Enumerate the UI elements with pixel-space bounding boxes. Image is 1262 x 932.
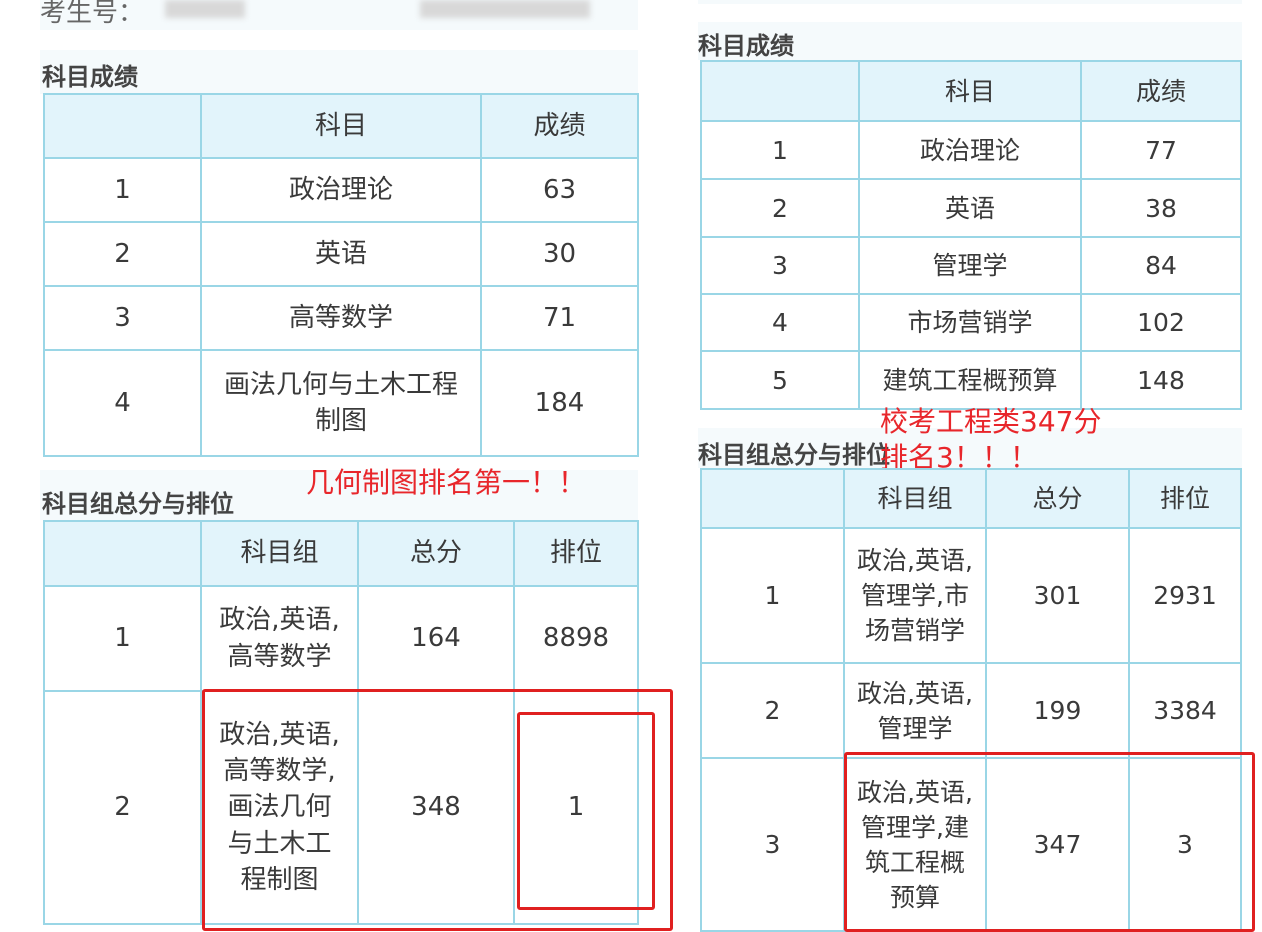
cell: 3 bbox=[43, 285, 202, 351]
cell: 84 bbox=[1080, 236, 1242, 295]
cell: 市场营销学 bbox=[858, 293, 1082, 352]
left-scores-title: 科目成绩 bbox=[42, 63, 138, 91]
table-row: 1 政治,英语,管理学,市场营销学 301 2931 bbox=[700, 527, 1242, 664]
cell: 3 bbox=[700, 236, 860, 295]
table-header-row: 科目组 总分 排位 bbox=[700, 468, 1242, 529]
header-score: 成绩 bbox=[480, 93, 639, 159]
table-row: 1 政治理论 77 bbox=[700, 120, 1242, 180]
cell: 4 bbox=[700, 293, 860, 352]
cell: 建筑工程概预算 bbox=[858, 350, 1082, 410]
cell: 5 bbox=[700, 350, 860, 410]
cell: 英语 bbox=[858, 178, 1082, 238]
cell: 高等数学 bbox=[200, 285, 482, 351]
cell: 1 bbox=[700, 120, 860, 180]
table-row: 2 政治,英语,管理学 199 3384 bbox=[700, 662, 1242, 759]
cell: 1 bbox=[43, 157, 202, 223]
highlight-box-rank bbox=[517, 712, 655, 910]
right-group-title-bar bbox=[698, 428, 1242, 468]
redacted-name bbox=[420, 0, 590, 18]
table-row: 3 管理学 84 bbox=[700, 236, 1242, 295]
cell: 政治,英语,高等数学 bbox=[200, 585, 359, 692]
cell: 164 bbox=[357, 585, 515, 692]
left-group-table: 科目组 总分 排位 1 政治,英语,高等数学 164 8898 2 政治,英语,高等数学… bbox=[43, 520, 639, 925]
table-row: 3 政治,英语,管理学,建筑工程概预算 347 3 bbox=[700, 757, 1242, 932]
cell: 348 bbox=[357, 690, 515, 925]
cell: 1 bbox=[513, 690, 639, 925]
redacted-candidate-number bbox=[165, 0, 245, 18]
left-group-title-bar bbox=[40, 470, 638, 520]
cell: 政治理论 bbox=[858, 120, 1082, 180]
right-scores-title-bar bbox=[698, 22, 1242, 60]
left-annotation: 几何制图排名第一！！ bbox=[306, 466, 587, 499]
table-row: 1 政治,英语,高等数学 164 8898 bbox=[43, 585, 639, 692]
header-group: 科目组 bbox=[200, 520, 359, 587]
cell: 184 bbox=[480, 349, 639, 457]
cell: 1 bbox=[700, 527, 845, 664]
right-top-bar bbox=[698, 0, 1242, 4]
right-group-title: 科目组总分与排位 bbox=[698, 441, 890, 469]
left-group-title: 科目组总分与排位 bbox=[42, 490, 234, 518]
cell: 政治,英语,高等数学,画法几何与土木工程制图 bbox=[200, 690, 359, 925]
right-scores-table: 科目 成绩 1 政治理论 77 2 英语 38 3 管理学 84 4 市场营销学 102 5 建筑… bbox=[700, 60, 1242, 410]
table-row: 4 画法几何与土木工程制图 184 bbox=[43, 349, 639, 457]
table-header-row: 科目 成绩 bbox=[43, 93, 639, 159]
right-scores-title: 科目成绩 bbox=[698, 32, 794, 60]
cell: 38 bbox=[1080, 178, 1242, 238]
header-score: 成绩 bbox=[1080, 60, 1242, 122]
cell: 管理学 bbox=[858, 236, 1082, 295]
cell: 71 bbox=[480, 285, 639, 351]
table-row: 2 英语 30 bbox=[43, 221, 639, 287]
header-index bbox=[43, 520, 202, 587]
header-index bbox=[700, 468, 845, 529]
cell: 199 bbox=[985, 662, 1130, 759]
cell: 政治,英语,管理学 bbox=[843, 662, 987, 759]
cell: 4 bbox=[43, 349, 202, 457]
cell: 英语 bbox=[200, 221, 482, 287]
cell: 8898 bbox=[513, 585, 639, 692]
right-annotation-line1: 校考工程类347分 bbox=[880, 405, 1102, 438]
header-total: 总分 bbox=[985, 468, 1130, 529]
header-rank: 排位 bbox=[513, 520, 639, 587]
right-group-table: 科目组 总分 排位 1 政治,英语,管理学,市场营销学 301 2931 2 政治,英语… bbox=[700, 468, 1242, 932]
header-subject: 科目 bbox=[858, 60, 1082, 122]
table-header-row: 科目组 总分 排位 bbox=[43, 520, 639, 587]
cell: 3384 bbox=[1128, 662, 1242, 759]
cell: 政治理论 bbox=[200, 157, 482, 223]
table-row: 2 政治,英语,高等数学,画法几何与土木工程制图 348 1 bbox=[43, 690, 639, 925]
header-group: 科目组 bbox=[843, 468, 987, 529]
table-row: 1 政治理论 63 bbox=[43, 157, 639, 223]
table-row: 3 高等数学 71 bbox=[43, 285, 639, 351]
left-scores-table: 科目 成绩 1 政治理论 63 2 英语 30 3 高等数学 71 4 画法几何与土木工程制图… bbox=[43, 93, 639, 457]
cell: 148 bbox=[1080, 350, 1242, 410]
cell: 2 bbox=[43, 221, 202, 287]
cell: 3 bbox=[1128, 757, 1242, 932]
cell: 2931 bbox=[1128, 527, 1242, 664]
header-index bbox=[43, 93, 202, 159]
header-total: 总分 bbox=[357, 520, 515, 587]
cell: 1 bbox=[43, 585, 202, 692]
header-subject: 科目 bbox=[200, 93, 482, 159]
cell: 3 bbox=[700, 757, 845, 932]
table-row: 2 英语 38 bbox=[700, 178, 1242, 238]
header-rank: 排位 bbox=[1128, 468, 1242, 529]
table-row: 5 建筑工程概预算 148 bbox=[700, 350, 1242, 410]
cell: 102 bbox=[1080, 293, 1242, 352]
cell: 政治,英语,管理学,建筑工程概预算 bbox=[843, 757, 987, 932]
cell: 63 bbox=[480, 157, 639, 223]
cell: 30 bbox=[480, 221, 639, 287]
cell: 画法几何与土木工程制图 bbox=[200, 349, 482, 457]
left-scores-title-bar bbox=[40, 50, 638, 94]
candidate-number-label: 考生号： bbox=[40, 0, 145, 28]
cell: 77 bbox=[1080, 120, 1242, 180]
table-row: 4 市场营销学 102 bbox=[700, 293, 1242, 352]
cell: 2 bbox=[43, 690, 202, 925]
header-index bbox=[700, 60, 860, 122]
table-header-row: 科目 成绩 bbox=[700, 60, 1242, 122]
cell: 301 bbox=[985, 527, 1130, 664]
cell: 2 bbox=[700, 178, 860, 238]
cell: 2 bbox=[700, 662, 845, 759]
cell: 政治,英语,管理学,市场营销学 bbox=[843, 527, 987, 664]
highlight-box-group bbox=[844, 752, 1255, 932]
highlight-box-group bbox=[202, 689, 673, 931]
